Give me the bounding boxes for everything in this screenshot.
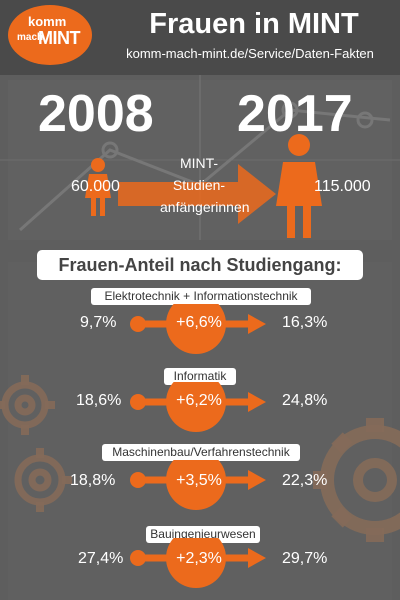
value-2017: 115.000 bbox=[314, 178, 371, 195]
percent-before: 18,6% bbox=[76, 392, 122, 409]
arrow-right-icon bbox=[118, 164, 276, 224]
mint-students-label: MINT- Studien- anfängerinnen bbox=[160, 152, 250, 218]
center-label-line2: Studien- bbox=[172, 177, 226, 193]
year-2017: 2017 bbox=[237, 85, 353, 143]
percent-change: +6,2% bbox=[176, 392, 222, 409]
change-arrow-icon bbox=[130, 304, 266, 354]
female-figure-icon bbox=[276, 134, 322, 238]
percent-change: +2,3% bbox=[176, 550, 222, 567]
logo-text-mint: MINT bbox=[38, 28, 81, 48]
year-2008: 2008 bbox=[38, 85, 154, 143]
center-label-line1: MINT- bbox=[179, 155, 219, 171]
female-figure-icon bbox=[85, 158, 111, 216]
logo-text-mach: mach bbox=[17, 32, 44, 43]
course-label: Informatik bbox=[164, 368, 236, 385]
course-row: Maschinenbau/Verfahrenstechnik 18,8% +3,… bbox=[0, 440, 400, 522]
course-label: Maschinenbau/Verfahrenstechnik bbox=[102, 444, 300, 461]
percent-before: 9,7% bbox=[80, 314, 117, 331]
change-arrow-icon bbox=[130, 460, 266, 510]
percent-after: 29,7% bbox=[282, 550, 328, 567]
course-row: Informatik 18,6% +6,2% 24,8% bbox=[0, 360, 400, 442]
logo[interactable]: komm mach MINT bbox=[8, 5, 92, 65]
percent-after: 16,3% bbox=[282, 314, 328, 331]
gear-icon bbox=[313, 418, 400, 542]
percent-before: 18,8% bbox=[70, 472, 116, 489]
section-title: Frauen-Anteil nach Studiengang: bbox=[37, 250, 363, 280]
change-arrow-icon bbox=[130, 538, 266, 588]
percent-after: 22,3% bbox=[282, 472, 328, 489]
percent-change: +6,6% bbox=[176, 314, 222, 331]
page-title: Frauen in MINT bbox=[149, 8, 359, 40]
source-link[interactable]: komm-mach-mint.de/Service/Daten-Fakten bbox=[126, 46, 374, 61]
percent-after: 24,8% bbox=[282, 392, 328, 409]
course-row: Elektrotechnik + Informationstechnik 9,7… bbox=[0, 280, 400, 362]
value-2008: 60.000 bbox=[71, 178, 120, 195]
center-label-line3: anfängerinnen bbox=[160, 199, 250, 215]
logo-text-komm: komm bbox=[28, 14, 67, 29]
percent-change: +3,5% bbox=[176, 472, 222, 489]
course-row: Bauingenieurwesen 27,4% +2,3% 29,7% bbox=[0, 518, 400, 600]
course-label: Elektrotechnik + Informationstechnik bbox=[91, 288, 311, 305]
change-arrow-icon bbox=[130, 382, 266, 432]
percent-before: 27,4% bbox=[78, 550, 124, 567]
